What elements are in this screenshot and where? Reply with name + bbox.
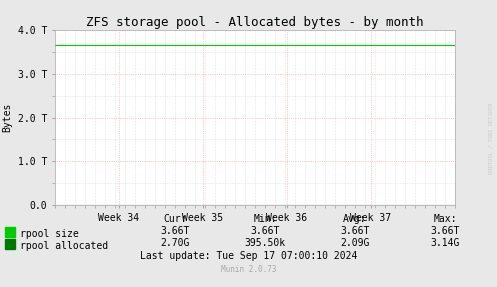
Text: Cur:: Cur: [163,214,187,224]
Text: Munin 2.0.73: Munin 2.0.73 [221,265,276,274]
Title: ZFS storage pool - Allocated bytes - by month: ZFS storage pool - Allocated bytes - by … [86,16,424,29]
Y-axis label: Bytes: Bytes [2,103,12,132]
Text: 3.66T: 3.66T [340,226,370,236]
Text: rpool allocated: rpool allocated [20,241,108,251]
Text: 3.14G: 3.14G [430,238,460,248]
Text: 395.50k: 395.50k [245,238,286,248]
Text: 2.70G: 2.70G [161,238,190,248]
Text: rpool size: rpool size [20,229,79,239]
Text: 3.66T: 3.66T [430,226,460,236]
Text: Last update: Tue Sep 17 07:00:10 2024: Last update: Tue Sep 17 07:00:10 2024 [140,251,357,261]
Text: RRDTOOL / TOBI OETIKER: RRDTOOL / TOBI OETIKER [489,102,494,174]
Text: Avg:: Avg: [343,214,367,224]
Text: 3.66T: 3.66T [250,226,280,236]
Text: 2.09G: 2.09G [340,238,370,248]
Text: 3.66T: 3.66T [161,226,190,236]
Text: Min:: Min: [253,214,277,224]
Text: Max:: Max: [433,214,457,224]
